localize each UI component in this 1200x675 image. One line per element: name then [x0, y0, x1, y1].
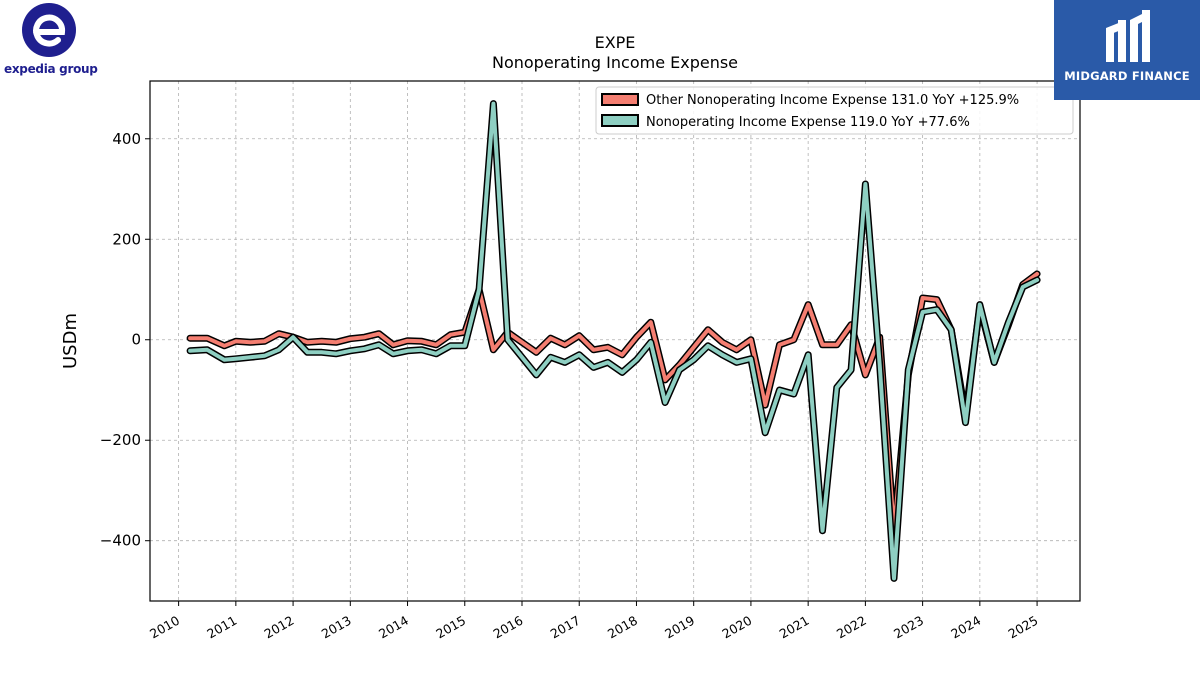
x-tick-label: 2016 — [490, 613, 525, 642]
y-tick-label: 0 — [131, 331, 141, 349]
chart-title: EXPE — [595, 33, 636, 52]
series-line-nonoperating-income-expense — [188, 101, 1040, 581]
x-tick-label: 2018 — [605, 613, 640, 642]
legend-swatch-other — [601, 93, 639, 106]
expedia-group-logo: expedia group — [0, 0, 100, 82]
y-tick-label: −200 — [100, 431, 141, 449]
axes-ticks: −400 −200 0 200 400 2010 2011 2012 2013 2014 2015 2… — [100, 130, 1041, 642]
x-tick-label: 2020 — [719, 613, 754, 642]
plot-area-frame — [149, 80, 1081, 602]
x-tick-label: 2012 — [262, 613, 297, 642]
series-outline-other-nonoperating-income-expense — [186, 270, 1041, 535]
x-tick-label: 2010 — [147, 613, 182, 642]
y-tick-label: 200 — [112, 230, 141, 248]
legend-label-other: Other Nonoperating Income Expense 131.0 … — [646, 93, 1019, 108]
x-tick-label: 2017 — [548, 613, 583, 642]
x-tick-label: 2025 — [1006, 613, 1041, 642]
y-tick-label: −400 — [100, 532, 141, 550]
midgard-m-icon — [1106, 10, 1150, 62]
x-tick-label: 2022 — [834, 613, 869, 642]
series-line-other-nonoperating-income-expense — [188, 271, 1040, 533]
chart-subtitle: Nonoperating Income Expense — [492, 53, 738, 72]
legend-swatch-nonoperating — [601, 114, 639, 127]
expedia-e-icon — [22, 3, 76, 57]
x-tick-label: 2013 — [319, 613, 354, 642]
x-tick-label: 2014 — [376, 613, 411, 642]
x-tick-label: 2021 — [777, 613, 812, 642]
legend: Other Nonoperating Income Expense 131.0 … — [595, 86, 1074, 135]
x-tick-label: 2015 — [433, 613, 468, 642]
gridlines — [150, 81, 1080, 601]
x-tick-label: 2019 — [662, 613, 697, 642]
x-tick-label: 2024 — [948, 613, 983, 642]
midgard-finance-wordmark: MIDGARD FINANCE — [1064, 69, 1190, 83]
legend-label-nonoperating: Nonoperating Income Expense 119.0 YoY +7… — [646, 115, 970, 130]
legend-box — [595, 86, 1074, 135]
y-tick-label: 400 — [112, 130, 141, 148]
x-tick-label: 2023 — [891, 613, 926, 642]
midgard-finance-logo: MIDGARD FINANCE — [1054, 0, 1200, 100]
x-tick-label: 2011 — [204, 613, 239, 642]
expedia-group-wordmark: expedia group — [4, 62, 98, 76]
y-axis-label: USDm — [60, 313, 81, 369]
series-layer — [186, 100, 1041, 582]
